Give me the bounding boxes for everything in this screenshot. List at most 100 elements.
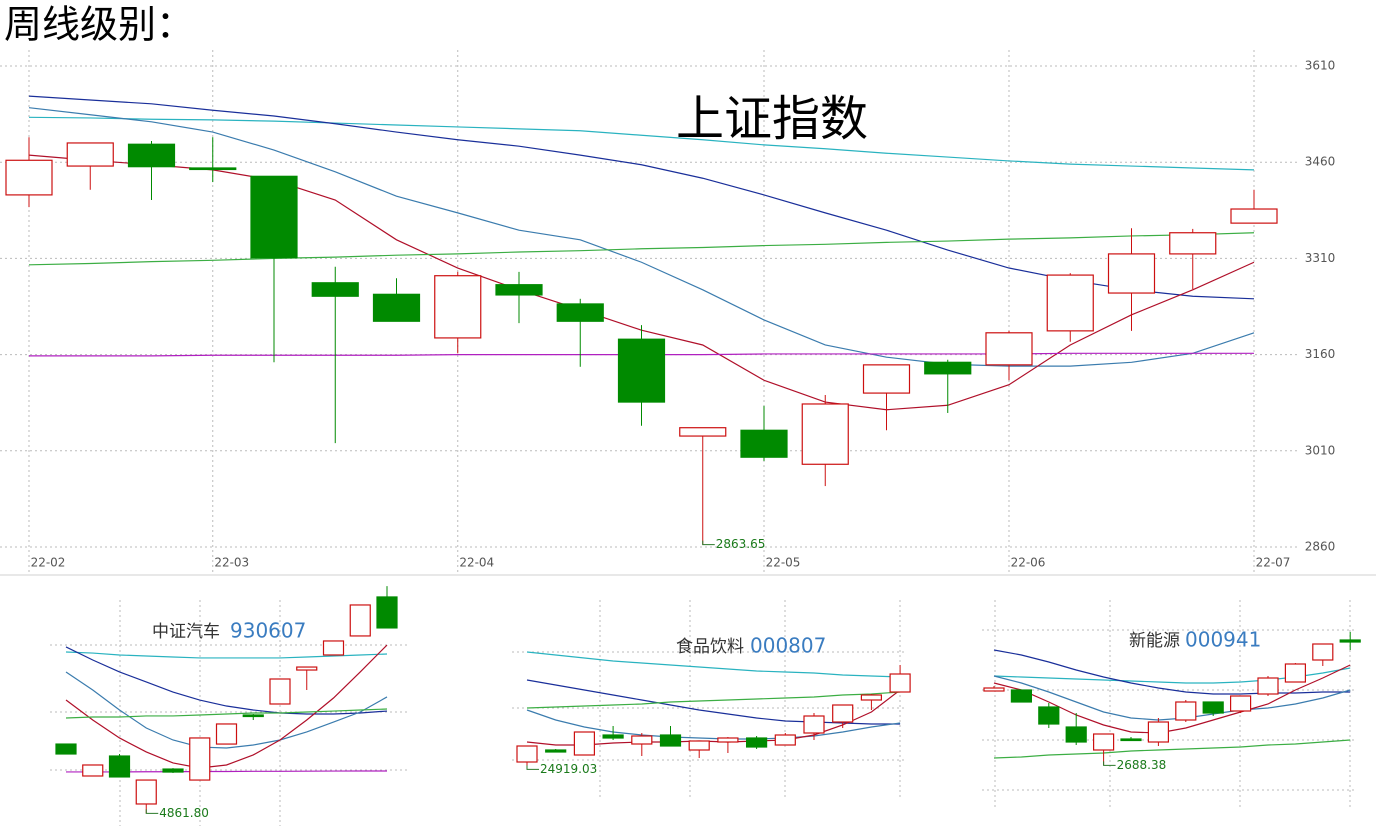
ma-line bbox=[526, 679, 901, 725]
ma-line bbox=[28, 116, 1255, 171]
candle-body bbox=[803, 715, 825, 734]
x-tick-label: 22-06 bbox=[1011, 556, 1046, 570]
candle-body bbox=[924, 361, 972, 375]
candle-body bbox=[1284, 663, 1307, 683]
candle-body bbox=[556, 303, 604, 322]
low-marker bbox=[145, 809, 159, 814]
chart-title: 中证汽车 bbox=[152, 622, 220, 642]
ma-line bbox=[65, 708, 388, 719]
candle-body bbox=[495, 284, 543, 296]
candle-body bbox=[745, 737, 768, 748]
x-tick-label: 22-07 bbox=[1256, 556, 1291, 570]
candle-body bbox=[860, 694, 883, 701]
ma-line bbox=[993, 739, 1351, 759]
candle-body bbox=[250, 175, 298, 259]
candle-body bbox=[66, 142, 114, 167]
candle-body bbox=[889, 673, 911, 693]
ma-line bbox=[28, 107, 1255, 367]
candle-body bbox=[679, 427, 727, 437]
low-marker bbox=[1103, 761, 1116, 766]
candle-body bbox=[1230, 208, 1278, 224]
candle-body bbox=[372, 293, 421, 322]
ma-line bbox=[526, 691, 901, 709]
y-tick-label: 3610 bbox=[1305, 59, 1336, 73]
candle-body bbox=[1046, 274, 1094, 332]
low-label: 4861.80 bbox=[159, 806, 209, 820]
candle-body bbox=[1010, 689, 1033, 703]
candle-body bbox=[127, 143, 176, 168]
candle-body bbox=[602, 734, 624, 739]
y-tick-label: 3160 bbox=[1305, 347, 1336, 361]
candle-body bbox=[5, 159, 53, 196]
ma-line bbox=[65, 646, 388, 715]
candle-body bbox=[135, 779, 157, 805]
x-tick-label: 22-03 bbox=[214, 556, 249, 570]
candle-body bbox=[774, 734, 796, 746]
ma-line bbox=[526, 709, 901, 740]
candle-body bbox=[82, 764, 104, 777]
candle-body bbox=[322, 640, 345, 656]
x-tick-label: 22-04 bbox=[459, 556, 494, 570]
candle-body bbox=[1169, 232, 1217, 255]
candle-body bbox=[740, 429, 788, 458]
low-marker bbox=[526, 765, 539, 770]
chart-title: 上证指数 bbox=[676, 91, 868, 147]
candle-body bbox=[717, 737, 739, 743]
chart-title: 食品饮料 bbox=[676, 637, 744, 657]
candle-body bbox=[242, 714, 264, 718]
candle-body bbox=[545, 749, 567, 753]
ma-line bbox=[65, 644, 388, 769]
candle-body bbox=[215, 723, 238, 745]
candle-body bbox=[985, 332, 1033, 366]
x-tick-label: 22-02 bbox=[31, 556, 66, 570]
ma-line bbox=[526, 651, 901, 678]
x-tick-label: 22-05 bbox=[766, 556, 801, 570]
low-label: 2688.38 bbox=[1117, 758, 1167, 772]
candle-body bbox=[1107, 253, 1156, 294]
low-marker bbox=[702, 540, 715, 546]
candle-body bbox=[349, 604, 371, 637]
candle-body bbox=[269, 678, 291, 705]
candle-body bbox=[1147, 721, 1170, 743]
candle-body bbox=[434, 275, 482, 339]
candle-body bbox=[617, 338, 666, 403]
candle-body bbox=[55, 743, 77, 755]
ma-line bbox=[993, 675, 1351, 721]
candle-body bbox=[296, 666, 318, 671]
chart-code: 930607 bbox=[230, 619, 306, 643]
candle-body bbox=[1202, 701, 1224, 714]
ma-line bbox=[65, 651, 388, 659]
candle-body bbox=[516, 745, 538, 763]
candle-body bbox=[1257, 677, 1279, 695]
ma-line bbox=[28, 232, 1255, 266]
low-label: 24919.03 bbox=[540, 762, 597, 776]
candle-body bbox=[311, 282, 359, 297]
candle-body bbox=[631, 735, 653, 745]
candle-body bbox=[573, 731, 596, 756]
candle-body bbox=[688, 740, 710, 751]
candle-body bbox=[1229, 695, 1252, 712]
candle-body bbox=[659, 734, 682, 747]
candle-body bbox=[1092, 733, 1115, 751]
candle-body bbox=[862, 364, 911, 394]
candle-body bbox=[832, 704, 854, 723]
candle-body bbox=[983, 687, 1005, 692]
y-tick-label: 3460 bbox=[1305, 155, 1336, 169]
candle-body bbox=[1065, 726, 1087, 743]
candle-body bbox=[189, 167, 237, 171]
chart-code: 000941 bbox=[1185, 628, 1261, 652]
candle-body bbox=[1175, 701, 1197, 721]
candle-body bbox=[1038, 706, 1060, 725]
candle-body bbox=[801, 403, 849, 465]
y-tick-label: 3310 bbox=[1305, 251, 1336, 265]
candle-body bbox=[189, 737, 211, 781]
candle-body bbox=[1312, 643, 1334, 661]
ma-line bbox=[65, 671, 388, 749]
y-tick-label: 3010 bbox=[1305, 443, 1336, 457]
chart-title: 新能源 bbox=[1129, 631, 1180, 651]
ma-line bbox=[993, 664, 1351, 734]
y-tick-label: 2860 bbox=[1305, 540, 1336, 554]
